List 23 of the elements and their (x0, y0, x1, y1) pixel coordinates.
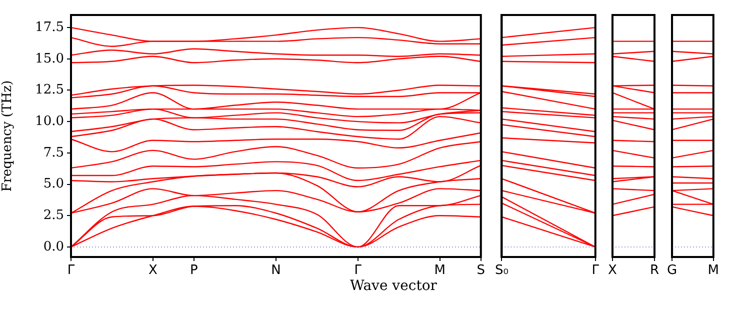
x-tick-label: G (667, 263, 678, 278)
y-tick-label: 7.5 (43, 145, 64, 160)
x-tick-label: P (190, 263, 198, 278)
y-tick-label: 5.0 (43, 176, 64, 192)
y-tick-label: 12.5 (35, 82, 64, 98)
y-tick-label: 10.0 (35, 114, 64, 129)
y-axis-title: Frequency (THz) (0, 80, 16, 192)
x-tick-label: N (271, 263, 281, 278)
x-tick-label: Γ (354, 263, 362, 278)
y-tick-label: 0.0 (43, 239, 64, 254)
x-axis-title: Wave vector (349, 278, 438, 294)
x-tick-label: X (148, 263, 158, 278)
x-tick-label: Γ (67, 263, 76, 278)
x-tick-label: S (476, 263, 486, 278)
x-tick-label: M (434, 263, 446, 278)
y-tick-label: 2.5 (43, 208, 64, 223)
y-tick-label: 15.0 (35, 51, 64, 66)
x-tick-label: S₀ (494, 263, 508, 278)
x-tick-label: Γ (592, 263, 600, 278)
x-tick-label: X (608, 263, 617, 278)
x-tick-label: R (650, 263, 660, 278)
y-tick-label: 17.5 (35, 20, 64, 35)
x-tick-label: M (708, 263, 719, 278)
